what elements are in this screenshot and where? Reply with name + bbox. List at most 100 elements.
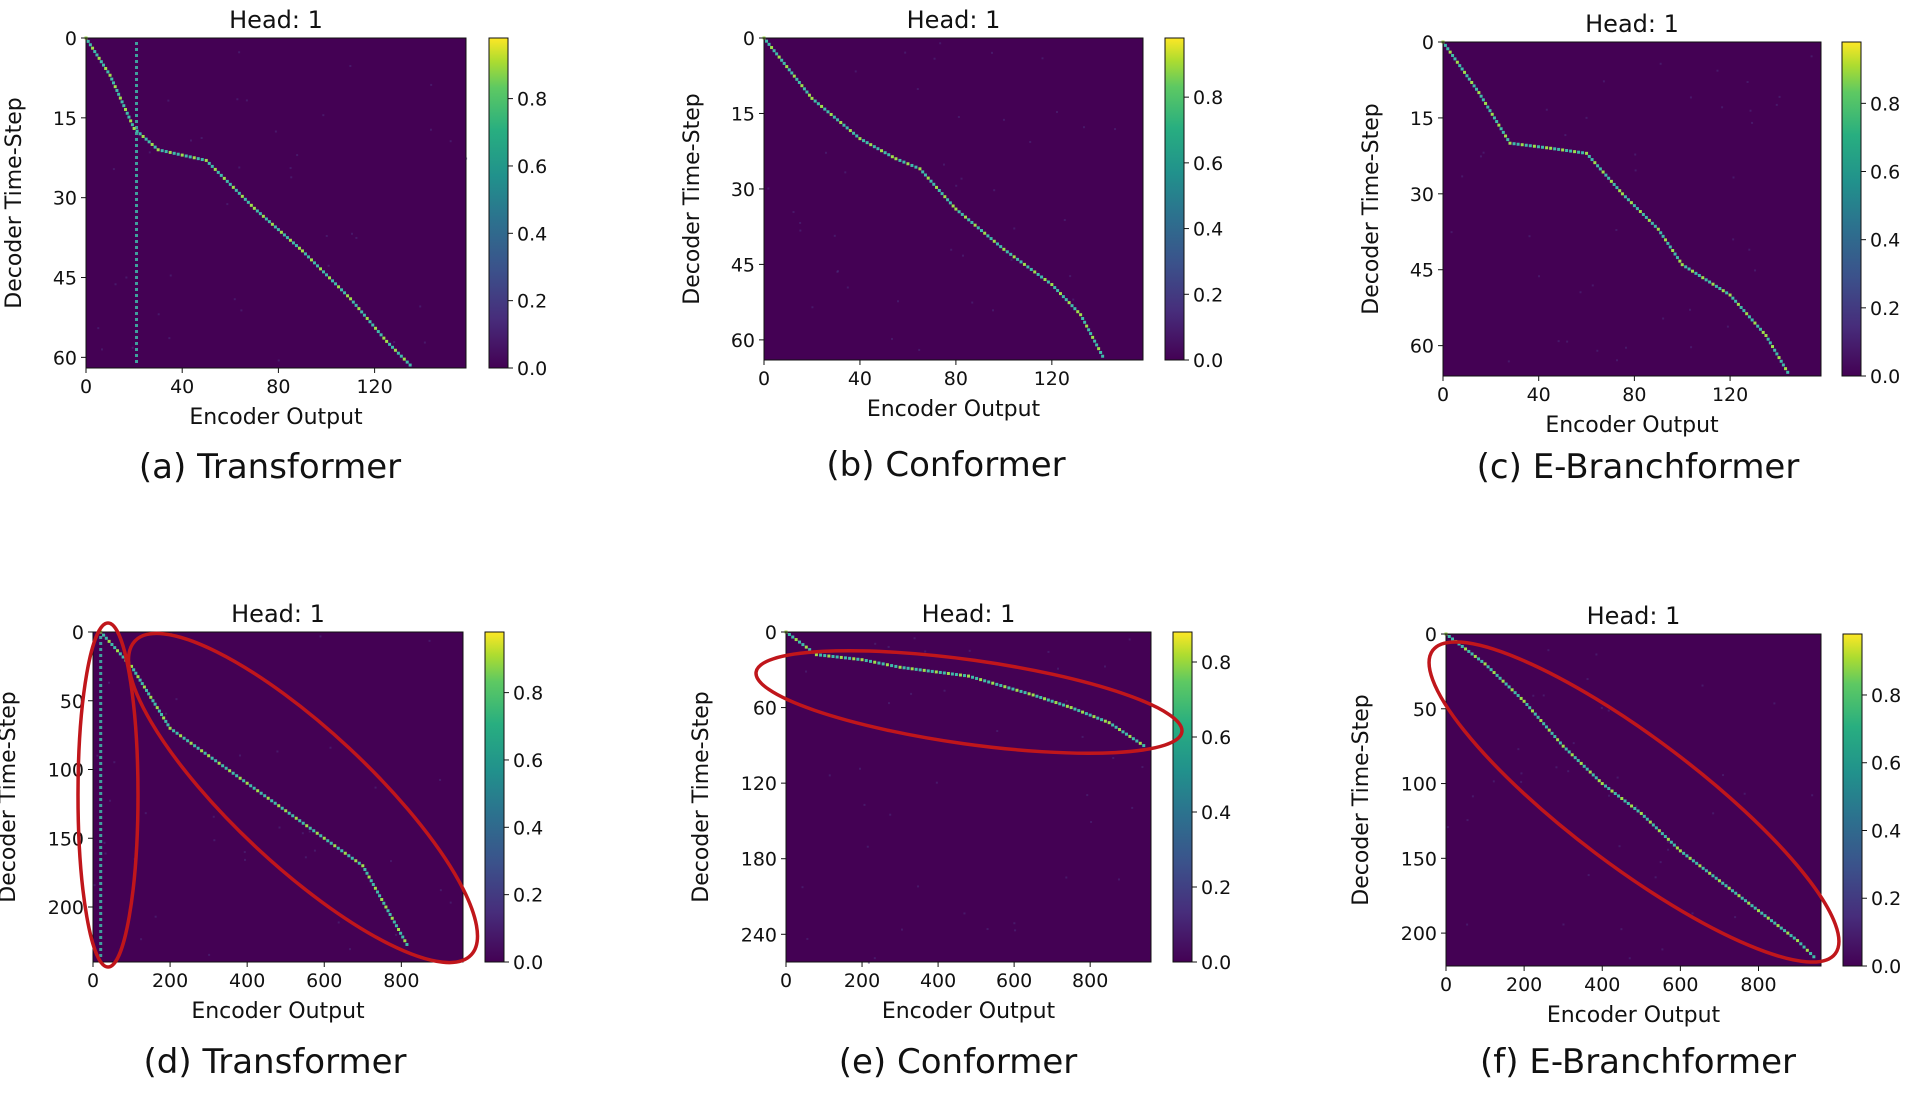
stripe-cell bbox=[135, 174, 139, 177]
attention-cell bbox=[374, 326, 378, 330]
attention-cell bbox=[1582, 764, 1586, 768]
attention-cell bbox=[224, 766, 228, 770]
attention-cell bbox=[1046, 698, 1050, 702]
attention-cell bbox=[1539, 719, 1543, 723]
noise-cell bbox=[125, 276, 128, 279]
attention-cell bbox=[379, 333, 383, 337]
y-tick-label: 180 bbox=[741, 849, 777, 871]
attention-cell bbox=[1477, 657, 1481, 661]
noise-cell bbox=[1492, 780, 1495, 783]
noise-cell bbox=[801, 886, 804, 889]
stripe-cell bbox=[135, 270, 139, 273]
attention-cell bbox=[795, 77, 799, 81]
stripe-cell bbox=[99, 786, 103, 789]
attention-cell bbox=[255, 209, 259, 213]
noise-cell bbox=[1562, 923, 1565, 926]
attention-cell bbox=[1058, 702, 1062, 706]
stripe-cell bbox=[135, 60, 139, 63]
attention-cell bbox=[291, 241, 295, 245]
attention-cell bbox=[835, 655, 839, 659]
attention-cell bbox=[309, 258, 313, 262]
colorbar-tick-label: 0.2 bbox=[1870, 298, 1900, 320]
noise-cell bbox=[1732, 238, 1735, 241]
attention-cell bbox=[1610, 789, 1614, 793]
attention-cell bbox=[1598, 167, 1602, 171]
noise-cell bbox=[1520, 780, 1523, 783]
stripe-cell bbox=[135, 168, 139, 171]
x-tick-label: 800 bbox=[383, 970, 419, 992]
attention-cell bbox=[1593, 161, 1597, 165]
attention-cell bbox=[1489, 668, 1493, 672]
attention-cell bbox=[1617, 794, 1621, 798]
attention-cell bbox=[881, 662, 885, 666]
attention-cell bbox=[1812, 955, 1816, 959]
noise-cell bbox=[918, 348, 921, 351]
attention-cell bbox=[1558, 741, 1562, 745]
attention-cell bbox=[967, 218, 971, 222]
attention-cell bbox=[1499, 127, 1503, 131]
stripe-cell bbox=[99, 714, 103, 717]
attention-cell bbox=[369, 879, 373, 883]
panel-caption: (b) Conformer bbox=[826, 445, 1066, 485]
attention-cell bbox=[890, 155, 894, 159]
attention-cell bbox=[832, 115, 836, 119]
attention-cell bbox=[350, 856, 354, 860]
noise-cell bbox=[1065, 876, 1068, 879]
attention-cell bbox=[1708, 871, 1712, 875]
attention-cell bbox=[1099, 350, 1103, 354]
attention-cell bbox=[1792, 936, 1796, 940]
panel-caption: (e) Conformer bbox=[838, 1042, 1078, 1082]
attention-cell bbox=[1553, 735, 1557, 739]
noise-cell bbox=[1615, 228, 1618, 231]
attention-cell bbox=[176, 152, 180, 156]
stripe-cell bbox=[135, 42, 139, 45]
attention-cell bbox=[992, 239, 996, 243]
attention-cell bbox=[196, 746, 200, 750]
noise-cell bbox=[104, 852, 107, 855]
stripe-cell bbox=[99, 666, 103, 669]
attention-cell bbox=[1019, 260, 1023, 264]
attention-cell bbox=[970, 220, 974, 224]
attention-cell bbox=[376, 890, 380, 894]
attention-cell bbox=[382, 336, 386, 340]
noise-cell bbox=[245, 99, 248, 102]
attention-cell bbox=[180, 153, 184, 157]
attention-cell bbox=[1760, 911, 1764, 915]
y-tick-label: 50 bbox=[1413, 699, 1437, 721]
plot-frame bbox=[1442, 41, 1822, 377]
attention-cell bbox=[1524, 143, 1528, 147]
y-tick-label: 240 bbox=[741, 924, 777, 946]
noise-cell bbox=[148, 151, 151, 154]
attention-cell bbox=[106, 70, 110, 74]
attention-cell bbox=[1753, 321, 1757, 325]
attention-cell bbox=[1061, 295, 1065, 299]
attention-cell bbox=[1721, 881, 1725, 885]
attention-cell bbox=[1541, 145, 1545, 149]
attention-cell bbox=[963, 215, 967, 219]
attention-cell bbox=[1641, 212, 1645, 216]
stripe-cell bbox=[99, 834, 103, 837]
y-tick-label: 60 bbox=[1410, 336, 1434, 358]
attention-cell bbox=[371, 323, 375, 327]
annotation-ellipse bbox=[126, 631, 480, 965]
attention-cell bbox=[1721, 289, 1725, 293]
chart-title: Head: 1 bbox=[907, 6, 1001, 34]
attention-cell bbox=[1016, 257, 1020, 261]
attention-cell bbox=[1761, 330, 1765, 334]
heatmap-panel-4: Head: 10 200 400 600 800050100150200Encoder … bbox=[0, 600, 543, 1024]
x-axis-label: Encoder Output bbox=[189, 405, 363, 430]
attention-cell bbox=[312, 829, 316, 833]
attention-cell bbox=[168, 150, 172, 154]
stripe-cell bbox=[135, 204, 139, 207]
attention-cell bbox=[987, 680, 991, 684]
attention-cell bbox=[926, 176, 930, 180]
attention-cell bbox=[772, 49, 776, 53]
noise-cell bbox=[799, 221, 802, 224]
attention-cell bbox=[378, 894, 382, 898]
stripe-cell bbox=[99, 846, 103, 849]
noise-cell bbox=[200, 137, 203, 140]
attention-cell bbox=[196, 157, 200, 161]
attention-cell bbox=[1668, 245, 1672, 249]
stripe-cell bbox=[135, 336, 139, 339]
attention-cell bbox=[1573, 756, 1577, 760]
